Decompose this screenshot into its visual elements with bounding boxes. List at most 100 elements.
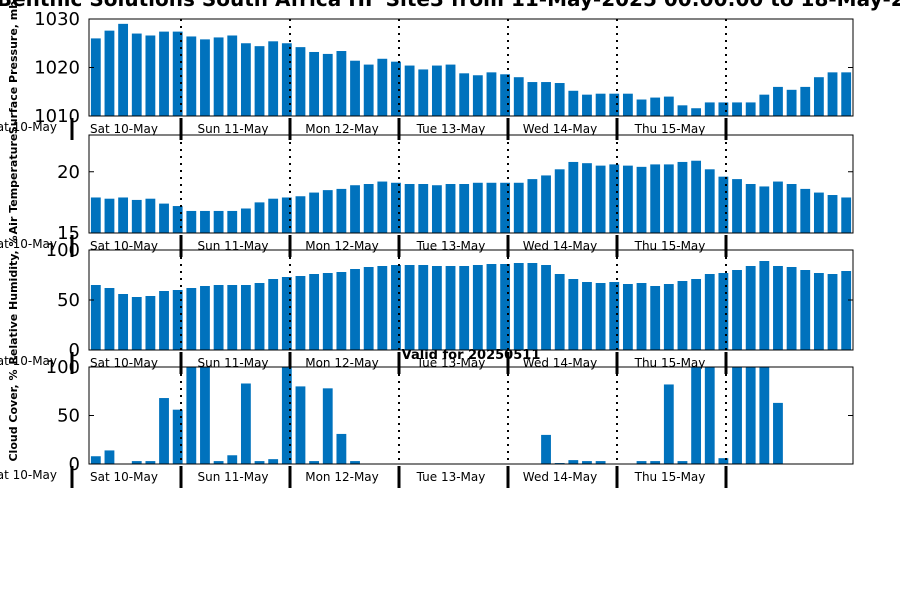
- bar: [431, 185, 442, 233]
- bar: [786, 184, 797, 233]
- day-label: Wed 14-May: [523, 239, 597, 253]
- bar: [813, 77, 824, 116]
- bar: [813, 273, 824, 350]
- bar: [213, 37, 224, 116]
- bar: [90, 38, 101, 116]
- bar: [131, 461, 142, 464]
- day-label: Thu 15-May: [634, 122, 706, 136]
- bar: [404, 265, 415, 350]
- bar: [309, 192, 320, 233]
- plot-frame: [88, 134, 854, 234]
- day-label: Wed 14-May: [523, 470, 597, 484]
- bar: [363, 184, 374, 233]
- bar: [431, 266, 442, 350]
- bar: [213, 210, 224, 233]
- bar: [254, 202, 265, 234]
- bar: [704, 274, 715, 350]
- bar: [254, 461, 265, 464]
- bar: [200, 286, 210, 350]
- y-tick-label: 15: [57, 223, 80, 244]
- chart-title: b Benthic Solutions South Africa HF Site…: [0, 0, 900, 11]
- bar: [131, 33, 142, 116]
- bar: [622, 93, 633, 116]
- day-label: Sat 10-May: [90, 356, 158, 370]
- bar: [773, 402, 783, 464]
- bar: [800, 188, 811, 233]
- bar: [650, 461, 661, 464]
- bar: [295, 196, 306, 233]
- day-label: Mon 12-May: [305, 470, 379, 484]
- day-label: Mon 12-May: [305, 239, 379, 253]
- bar: [268, 41, 279, 117]
- bar: [309, 274, 320, 350]
- bar: [541, 175, 551, 233]
- bar: [745, 102, 756, 116]
- bar: [322, 273, 333, 350]
- bar: [745, 266, 756, 350]
- bar: [568, 279, 579, 350]
- bar: [732, 179, 742, 233]
- bar: [813, 192, 824, 233]
- bar: [268, 459, 279, 464]
- y-axis-label: Surface Pressure, mb: [7, 1, 20, 134]
- bar: [418, 184, 429, 233]
- bar: [391, 182, 401, 233]
- bar: [718, 273, 729, 350]
- bar: [527, 82, 538, 116]
- bar: [281, 197, 292, 233]
- bar: [582, 282, 592, 350]
- day-label-left: at 10-May: [0, 468, 57, 482]
- day-label: Sun 11-May: [197, 470, 268, 484]
- bar: [391, 61, 401, 116]
- bar: [554, 83, 565, 116]
- bar: [636, 283, 647, 350]
- bar: [827, 274, 838, 350]
- bar: [827, 195, 838, 233]
- bar: [568, 90, 579, 116]
- bar: [172, 31, 183, 116]
- bar: [704, 169, 715, 233]
- bar: [773, 86, 783, 116]
- bar: [759, 186, 770, 233]
- bar: [841, 271, 852, 350]
- day-label: Mon 12-May: [305, 122, 379, 136]
- day-label-left: at 10-May: [0, 237, 57, 251]
- day-label: Tue 13-May: [416, 356, 486, 370]
- panel-4: 0 50 100 Cloud Cover, % Sat 10-May Sun 11-May…: [0, 357, 854, 488]
- bar: [213, 285, 224, 350]
- bar: [240, 43, 251, 116]
- bar: [309, 461, 320, 464]
- bar: [309, 51, 320, 117]
- bar: [527, 263, 538, 350]
- day-label: Sun 11-May: [197, 239, 268, 253]
- bar: [677, 161, 688, 233]
- bar: [227, 210, 238, 233]
- day-label: Wed 14-May: [523, 122, 597, 136]
- bar: [145, 35, 156, 116]
- bar: [745, 184, 756, 233]
- bar: [541, 434, 551, 464]
- bar: [404, 184, 415, 233]
- bar: [459, 266, 470, 350]
- bar: [268, 279, 279, 350]
- y-tick-label: 100: [46, 357, 80, 378]
- bar: [582, 94, 592, 116]
- bar: [445, 266, 456, 350]
- bar: [732, 102, 742, 116]
- bar: [595, 93, 606, 116]
- bar: [677, 281, 688, 350]
- bar: [841, 72, 852, 116]
- bar: [186, 210, 197, 233]
- bar: [636, 166, 647, 233]
- bar: [622, 284, 633, 350]
- bar: [322, 190, 333, 234]
- panel-2: 15 20 Air Temperature Sat 10-May Sun 11-May M…: [0, 134, 854, 257]
- bar: [172, 290, 183, 350]
- bar: [800, 270, 811, 350]
- bar: [745, 367, 756, 464]
- bar: [145, 461, 156, 464]
- bar: [609, 93, 620, 116]
- bar: [513, 77, 524, 116]
- bar: [704, 102, 715, 116]
- bar: [595, 283, 606, 350]
